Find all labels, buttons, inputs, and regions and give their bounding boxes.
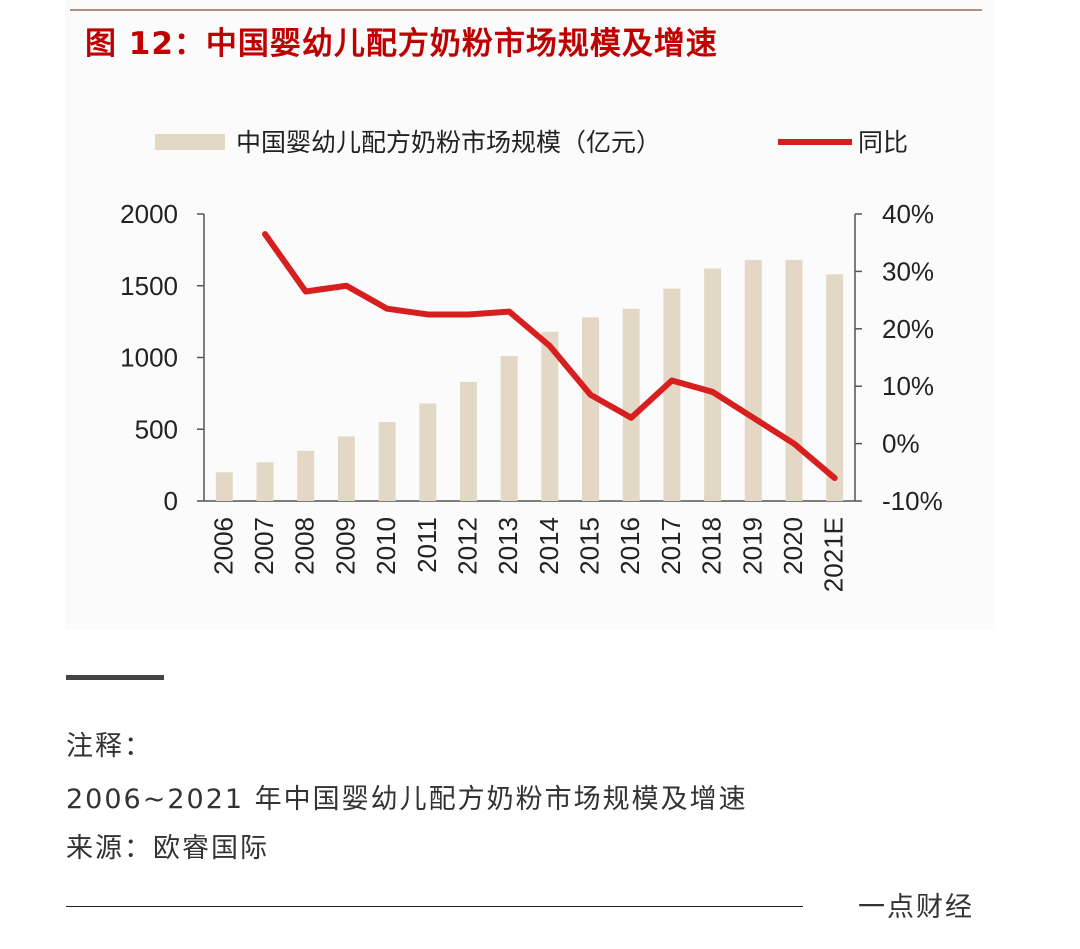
right-axis-tick-label: 0% [882,429,920,459]
bar-2013 [500,356,518,501]
x-tick-label-2021E: 2021E [819,517,849,592]
left-axis-tick-label: 1500 [120,271,178,301]
bar-2006 [215,472,233,501]
bar-2020 [785,259,803,501]
bar-2019 [744,259,762,501]
bar-2010 [378,422,396,501]
bar-2017 [663,288,681,501]
x-tick-label-2015: 2015 [575,517,605,575]
growth-point-2018 [710,389,716,395]
chart: 中国婴幼儿配方奶粉市场规模（亿元） 同比 0 500 1000 1500 2000 -10… [120,128,943,592]
x-tick-label-2008: 2008 [290,517,320,575]
x-tick-label-2017: 2017 [656,517,686,575]
right-axis-tick-label: 40% [882,199,934,229]
legend-bar-swatch [155,134,225,150]
left-axis-tick-label: 0 [164,486,178,516]
growth-point-2020 [791,441,797,447]
footer-rule [66,906,803,907]
x-tick-label-2020: 2020 [778,517,808,575]
notes-label: 注释： [66,731,153,762]
notes-source: 来源：欧睿国际 [66,833,269,864]
growth-point-2011 [425,311,431,317]
bar-2016 [622,308,640,501]
growth-point-2014 [547,343,553,349]
legend: 中国婴幼儿配方奶粉市场规模（亿元） 同比 [155,128,908,157]
growth-point-2010 [384,306,390,312]
legend-line-label: 同比 [858,128,908,157]
bar-2012 [459,381,477,501]
bar-2015 [582,317,600,501]
bar-2021E [826,274,844,501]
x-tick-label-2018: 2018 [697,517,727,575]
x-tick-label-2011: 2011 [412,517,442,573]
x-tick-label-2016: 2016 [615,517,645,575]
right-axis-tick-label: 30% [882,256,934,286]
bar-2018 [704,268,722,501]
growth-point-2015 [588,392,594,398]
x-axis-labels: 2006 2007 2008 2009 2010 2011 2012 2013 2014 2015… [208,517,848,592]
axes: 0 500 1000 1500 2000 -10% 0% 10% 20% 30% 40% [120,199,943,516]
growth-line-layer [262,231,838,482]
growth-point-2007 [262,231,268,237]
right-axis-tick-label: 10% [882,371,934,401]
notes-divider [66,675,164,680]
bar-2008 [297,450,315,501]
right-axis-tick-label: -10% [882,486,943,516]
brand-signature: 一点财经 [858,892,974,923]
bar-2009 [337,436,355,501]
left-axis-tick-label: 2000 [120,199,178,229]
bar-2011 [419,403,437,501]
bars [215,259,844,501]
growth-point-2017 [669,377,675,383]
x-tick-label-2006: 2006 [208,517,238,575]
growth-point-2012 [465,311,471,317]
x-tick-label-2012: 2012 [452,517,482,575]
figure-title: 图 12：中国婴幼儿配方奶粉市场规模及增速 [85,26,718,62]
growth-point-2019 [750,415,756,421]
right-axis-tick-label: 20% [882,314,934,344]
bar-2007 [256,462,274,501]
x-tick-label-2007: 2007 [249,517,279,575]
left-axis-tick-label: 1000 [120,343,178,373]
figure-top-rule [70,9,982,11]
x-tick-label-2019: 2019 [737,517,767,575]
growth-point-2013 [506,309,512,315]
x-tick-label-2014: 2014 [534,517,564,575]
bar-2014 [541,331,559,501]
left-axis-tick-label: 500 [135,414,178,444]
x-tick-label-2009: 2009 [330,517,360,575]
growth-point-2021E [832,475,838,481]
legend-bar-label: 中国婴幼儿配方奶粉市场规模（亿元） [236,128,661,157]
x-tick-label-2013: 2013 [493,517,523,575]
growth-point-2016 [628,415,634,421]
notes-description: 2006~2021 年中国婴幼儿配方奶粉市场规模及增速 [66,784,748,815]
x-tick-label-2010: 2010 [371,517,401,575]
growth-point-2009 [343,283,349,289]
growth-point-2008 [303,288,309,294]
